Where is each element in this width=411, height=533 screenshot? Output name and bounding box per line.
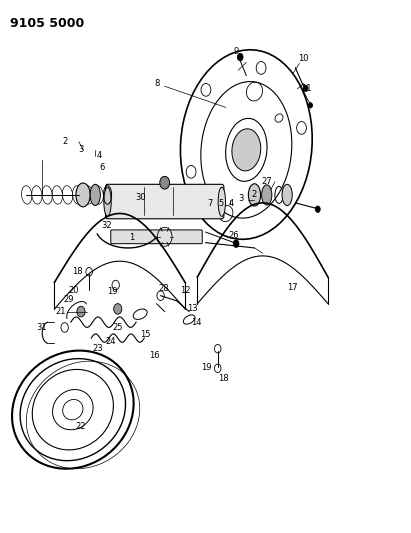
Text: 25: 25 [113,323,123,332]
Text: 24: 24 [106,337,116,346]
Text: 16: 16 [149,351,160,360]
Text: 20: 20 [68,286,79,295]
Text: 9: 9 [233,47,239,56]
Text: 21: 21 [55,307,66,316]
Text: 5: 5 [219,199,224,208]
Ellipse shape [90,184,100,206]
Circle shape [77,306,85,317]
Ellipse shape [104,187,111,216]
Ellipse shape [232,129,261,171]
Text: 2: 2 [62,138,67,147]
Text: 4: 4 [97,151,102,160]
Text: 3: 3 [239,194,244,203]
FancyBboxPatch shape [106,184,224,219]
Circle shape [315,206,320,213]
Text: 4: 4 [228,199,233,208]
Text: 3: 3 [79,146,84,155]
Circle shape [114,304,122,314]
Text: 2: 2 [252,190,257,199]
Text: 29: 29 [63,295,74,304]
Text: 10: 10 [298,54,309,62]
Circle shape [303,85,308,92]
Text: 31: 31 [36,323,47,332]
Text: 9105 5000: 9105 5000 [9,17,84,30]
Text: 32: 32 [101,221,112,230]
Circle shape [233,240,239,247]
Ellipse shape [218,187,226,216]
Text: 26: 26 [229,231,239,240]
Text: 27: 27 [261,177,272,186]
Ellipse shape [76,183,90,207]
Text: 17: 17 [287,283,298,292]
Text: 6: 6 [99,163,105,172]
Text: 22: 22 [76,422,86,431]
Text: 7: 7 [208,199,213,208]
Ellipse shape [248,184,261,206]
Text: 12: 12 [180,286,190,295]
Ellipse shape [282,184,292,206]
Ellipse shape [262,185,272,205]
Text: 1: 1 [129,233,135,242]
Circle shape [160,176,170,189]
Text: 18: 18 [72,268,83,276]
Text: 14: 14 [191,318,202,327]
Text: 19: 19 [108,287,118,296]
Circle shape [237,53,243,61]
Text: 18: 18 [218,374,229,383]
Text: 13: 13 [187,304,198,313]
Text: 23: 23 [92,344,103,353]
Circle shape [308,103,312,108]
Text: 19: 19 [201,363,212,372]
Text: 30: 30 [135,193,145,202]
Text: 8: 8 [155,79,160,88]
Text: 11: 11 [302,84,312,93]
Text: 28: 28 [159,284,169,293]
FancyBboxPatch shape [111,230,202,244]
Text: 15: 15 [140,330,150,339]
